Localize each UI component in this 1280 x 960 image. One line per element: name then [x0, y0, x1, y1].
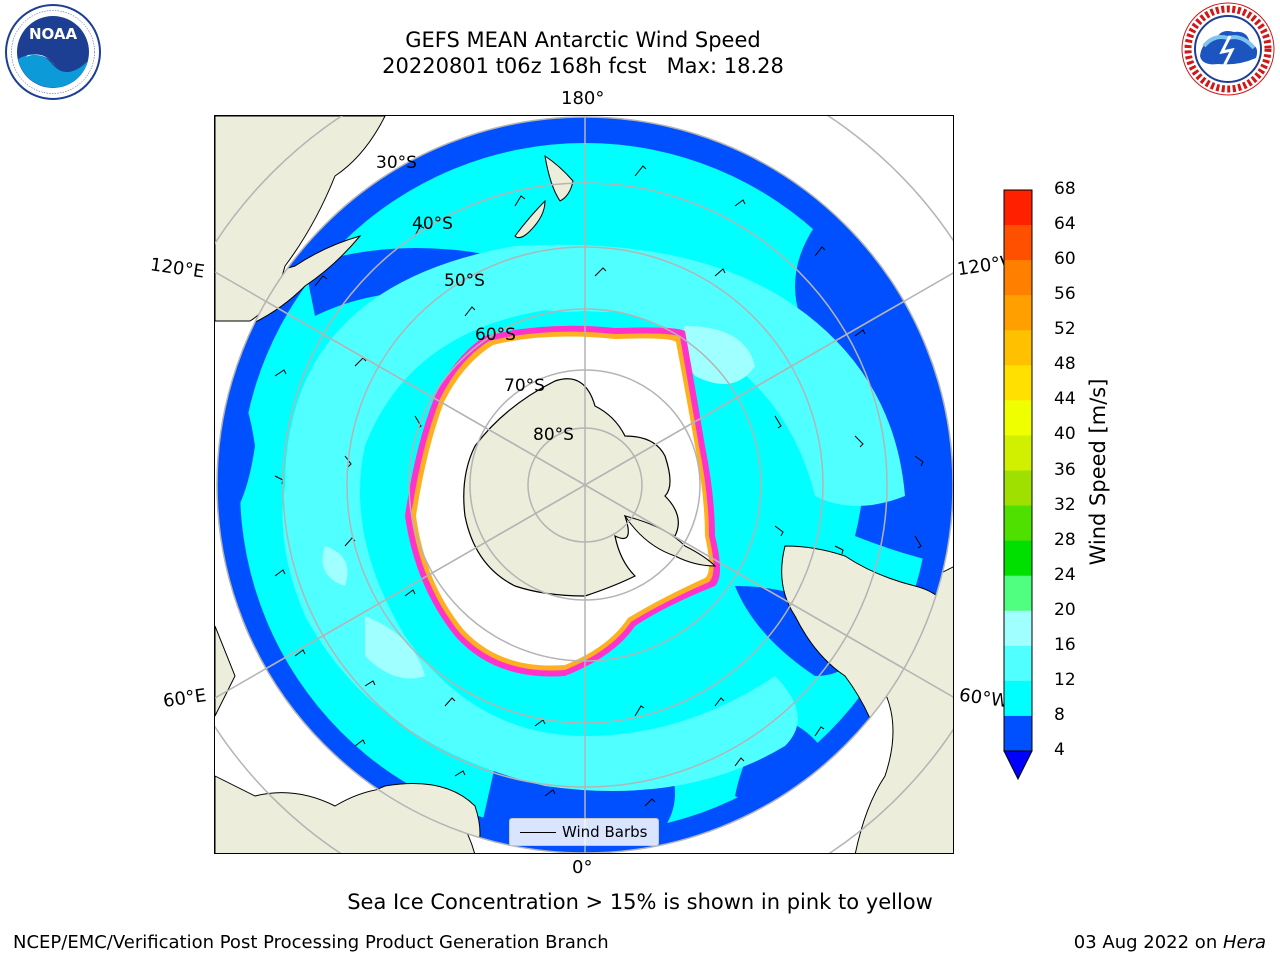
colorbar-tick-label: 4 [1054, 740, 1065, 760]
lat-label-30s: 30°S [376, 153, 417, 173]
nws-logo [1178, 0, 1278, 100]
colorbar-tick-label: 20 [1054, 599, 1076, 620]
colorbar-segment [1004, 295, 1032, 331]
colorbar-segment [1004, 400, 1032, 436]
colorbar-segment [1004, 365, 1032, 401]
colorbar-tick-label: 36 [1054, 459, 1076, 480]
colorbar-segment [1004, 190, 1032, 226]
sea-ice-note: Sea Ice Concentration > 15% is shown in … [347, 890, 933, 914]
lat-label-50s: 50°S [444, 271, 485, 291]
chart-title: GEFS MEAN Antarctic Wind Speed [405, 28, 761, 52]
colorbar-ticks: 4 8 12 16 20 24 28 32 36 40 44 48 52 56 60 64 68 [1000, 180, 1100, 780]
lat-label-80s: 80°S [533, 425, 574, 445]
colorbar-tick-label: 12 [1054, 669, 1076, 690]
footer-date: 03 Aug 2022 on Hera [1074, 932, 1266, 953]
colorbar [1003, 188, 1033, 788]
colorbar-tick-label: 64 [1054, 214, 1076, 235]
colorbar-segment [1004, 610, 1032, 647]
colorbar-tick-label: 16 [1054, 634, 1076, 655]
colorbar-segment [1004, 645, 1032, 682]
land-africa-left [215, 625, 236, 717]
wind-barb-legend-line [520, 832, 556, 833]
colorbar-tick-label: 44 [1054, 389, 1076, 410]
colorbar-label: Wind Speed [m/s] [1086, 378, 1110, 566]
colorbar-segment [1004, 330, 1032, 366]
colorbar-tick-label: 32 [1054, 494, 1076, 515]
colorbar-segment [1004, 505, 1032, 542]
legend-label: Wind Barbs [562, 823, 648, 841]
colorbar-segment [1004, 680, 1032, 717]
colorbar-tick-label: 68 [1054, 179, 1076, 199]
colorbar-frame [1003, 189, 1033, 752]
colorbar-segment [1004, 470, 1032, 507]
colorbar-segment [1004, 715, 1032, 752]
colorbar-tick-label: 28 [1054, 529, 1076, 550]
footer-machine: Hera [1222, 932, 1266, 953]
footer-producer: NCEP/EMC/Verification Post Processing Pr… [13, 932, 609, 953]
colorbar-segment [1004, 260, 1032, 296]
land-new-zealand [514, 154, 574, 239]
lon-label-180: 180° [561, 88, 605, 109]
colorbar-segment [1004, 225, 1032, 261]
lon-label-60e: 60°E [161, 685, 208, 712]
lon-label-0: 0° [572, 857, 593, 878]
svg-text:NOAA: NOAA [29, 25, 78, 43]
colorbar-tick-label: 48 [1054, 354, 1076, 375]
chart-subtitle: 20220801 t06z 168h fcst Max: 18.28 [382, 54, 784, 78]
colorbar-segment [1004, 540, 1032, 577]
colorbar-tick-label: 24 [1054, 564, 1076, 585]
lat-label-60s: 60°S [475, 325, 516, 345]
colorbar-tick-label: 40 [1054, 424, 1076, 445]
colorbar-segment [1004, 575, 1032, 612]
polar-map: 30°S 40°S 50°S 60°S 70°S 80°S [214, 115, 954, 854]
map-legend: Wind Barbs [509, 818, 659, 846]
colorbar-segment [1004, 435, 1032, 471]
colorbar-tick-label: 60 [1054, 249, 1076, 270]
colorbar-tick-label: 52 [1054, 319, 1076, 340]
colorbar-tick-label: 8 [1054, 704, 1065, 725]
colorbar-tick-label: 56 [1054, 284, 1076, 305]
footer-date-text: 03 Aug 2022 on [1073, 932, 1223, 953]
lon-label-120e: 120°E [148, 254, 206, 283]
lat-label-40s: 40°S [412, 214, 453, 234]
lat-label-70s: 70°S [504, 376, 545, 396]
noaa-logo: NOAA [4, 3, 102, 101]
